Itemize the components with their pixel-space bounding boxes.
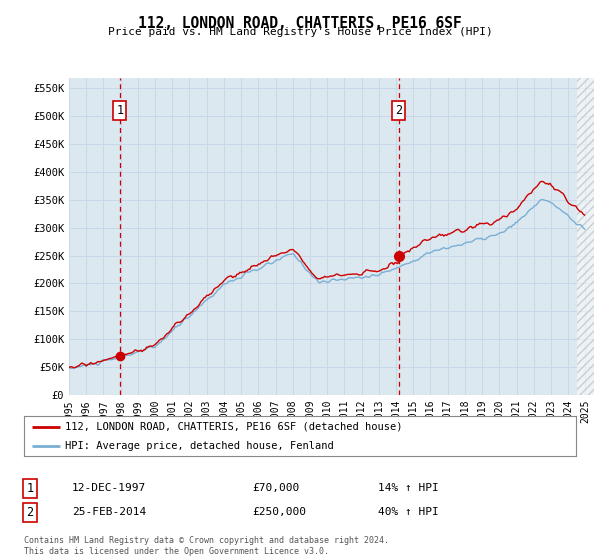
Text: £250,000: £250,000: [252, 507, 306, 517]
Text: Price paid vs. HM Land Registry's House Price Index (HPI): Price paid vs. HM Land Registry's House …: [107, 27, 493, 37]
Text: 25-FEB-2014: 25-FEB-2014: [72, 507, 146, 517]
Text: Contains HM Land Registry data © Crown copyright and database right 2024.: Contains HM Land Registry data © Crown c…: [24, 536, 389, 545]
Text: 112, LONDON ROAD, CHATTERIS, PE16 6SF: 112, LONDON ROAD, CHATTERIS, PE16 6SF: [138, 16, 462, 31]
Text: 1: 1: [116, 104, 124, 117]
Text: 12-DEC-1997: 12-DEC-1997: [72, 483, 146, 493]
Text: HPI: Average price, detached house, Fenland: HPI: Average price, detached house, Fenl…: [65, 441, 334, 451]
Bar: [577, 78, 594, 395]
Text: 112, LONDON ROAD, CHATTERIS, PE16 6SF (detached house): 112, LONDON ROAD, CHATTERIS, PE16 6SF (d…: [65, 422, 403, 432]
Text: 14% ↑ HPI: 14% ↑ HPI: [378, 483, 439, 493]
Text: This data is licensed under the Open Government Licence v3.0.: This data is licensed under the Open Gov…: [24, 547, 329, 556]
Text: 2: 2: [26, 506, 34, 519]
Text: 1: 1: [26, 482, 34, 495]
Text: 40% ↑ HPI: 40% ↑ HPI: [378, 507, 439, 517]
Text: 2: 2: [395, 104, 402, 117]
Text: £70,000: £70,000: [252, 483, 299, 493]
